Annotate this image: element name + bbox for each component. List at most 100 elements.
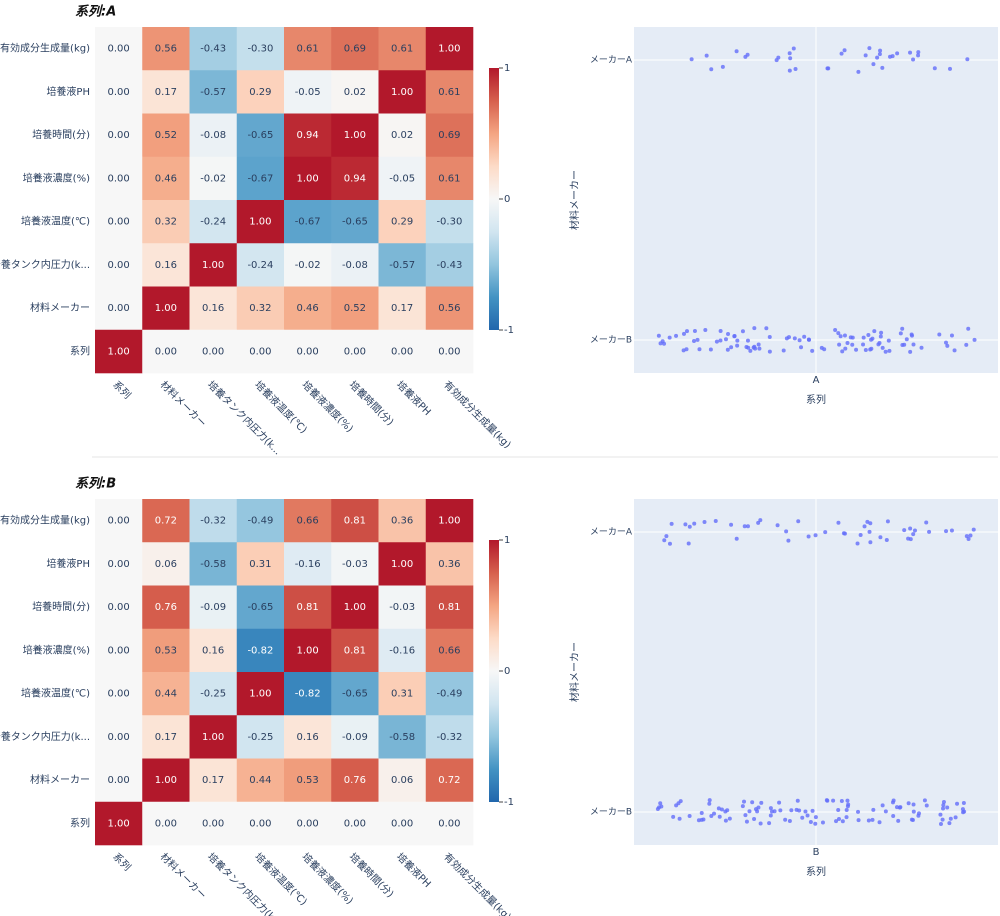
cell-label: -0.09: [342, 732, 368, 743]
cell-label: 0.00: [107, 87, 129, 98]
point: [707, 801, 712, 806]
point: [944, 529, 949, 534]
point: [732, 334, 737, 339]
x-tick-label: 材料メーカー: [158, 378, 210, 430]
heatmap-cell: [378, 672, 427, 716]
point: [861, 342, 866, 347]
point: [908, 50, 913, 55]
heatmap-cell: [284, 156, 332, 201]
point: [735, 343, 740, 348]
cell-label: -0.58: [200, 559, 226, 570]
point: [836, 807, 841, 812]
point: [888, 54, 893, 59]
point: [692, 521, 697, 526]
heatmap-cell: [284, 70, 332, 114]
point: [756, 520, 761, 525]
cell-label: 1.00: [155, 775, 177, 786]
point: [740, 804, 745, 809]
point: [856, 69, 861, 74]
heatmap-cell: [142, 156, 190, 201]
cell-label: 0.00: [155, 818, 177, 829]
point: [895, 51, 900, 56]
heatmap-cell: [95, 200, 143, 244]
heatmap-cell: [284, 628, 332, 673]
point: [885, 519, 890, 524]
point: [912, 528, 917, 533]
heatmap-cell: [378, 715, 427, 759]
point: [778, 808, 783, 813]
cell-label: 0.17: [155, 732, 177, 743]
cell-label: 1.00: [249, 217, 271, 228]
point: [784, 529, 789, 534]
heatmap-cell: [331, 758, 379, 803]
point: [775, 523, 780, 528]
heatmap-cell: [378, 27, 427, 71]
point: [662, 341, 667, 346]
cell-label: 0.00: [107, 775, 129, 786]
point: [940, 817, 945, 822]
point: [877, 341, 882, 346]
point: [911, 57, 916, 62]
heatmap-cell: [95, 70, 143, 114]
x-tick-label: 系列: [110, 850, 133, 873]
point: [745, 52, 750, 57]
point: [900, 326, 905, 331]
cell-label: 1.00: [107, 346, 129, 357]
cell-label: 0.00: [202, 346, 224, 357]
cell-label: 0.29: [249, 87, 271, 98]
point: [703, 328, 708, 333]
point: [863, 348, 868, 353]
heatmap-cell: [425, 585, 474, 630]
point: [823, 530, 828, 535]
heatmap-cell: [189, 27, 238, 71]
cell-label: -0.03: [389, 602, 415, 613]
heatmap-cell: [284, 672, 332, 716]
heatmap-cell: [378, 628, 427, 673]
x-tick-label: 培養液PH: [394, 850, 434, 890]
cell-label: 0.00: [438, 818, 460, 829]
cell-label: -0.82: [295, 689, 321, 700]
point: [667, 541, 672, 546]
cell-label: 0.02: [344, 87, 366, 98]
y-axis-title: 材料メーカー: [568, 642, 581, 702]
cell-label: 0.00: [107, 559, 129, 570]
cell-label: 0.00: [107, 173, 129, 184]
cell-label: -0.49: [247, 516, 273, 527]
cell-label: 0.52: [344, 303, 366, 314]
point: [952, 348, 957, 353]
point: [723, 337, 728, 342]
point: [941, 806, 946, 811]
cell-label: -0.65: [247, 130, 273, 141]
point: [677, 816, 682, 821]
cell-label: -0.30: [247, 44, 273, 55]
cell-label: 0.32: [249, 303, 271, 314]
point: [947, 821, 952, 826]
point: [745, 524, 750, 529]
point: [875, 55, 880, 60]
heatmap-cell: [331, 801, 379, 846]
point: [725, 347, 730, 352]
cell-label: 0.17: [155, 87, 177, 98]
cell-label: 1.00: [391, 559, 413, 570]
cell-label: -0.25: [200, 689, 226, 700]
point: [689, 57, 694, 62]
cell-label: 0.31: [391, 689, 413, 700]
point: [658, 341, 663, 346]
heatmap-cell: [95, 329, 143, 374]
heatmap-cell: [425, 156, 474, 201]
cell-label: 1.00: [344, 602, 366, 613]
cell-label: 0.32: [155, 217, 177, 228]
heatmap-cell: [95, 156, 143, 201]
x-tick-label: A: [813, 375, 820, 386]
cell-label: 0.00: [296, 346, 318, 357]
x-tick-label: 材料メーカー: [158, 850, 210, 902]
cell-label: -0.65: [342, 217, 368, 228]
cell-label: -0.24: [247, 260, 273, 271]
point: [846, 802, 851, 807]
heatmap-cell: [284, 200, 332, 244]
point: [922, 798, 927, 803]
y-tick-label: メーカーA: [590, 527, 633, 538]
point: [878, 48, 883, 53]
point: [810, 808, 815, 813]
heatmap-cell: [378, 542, 427, 586]
